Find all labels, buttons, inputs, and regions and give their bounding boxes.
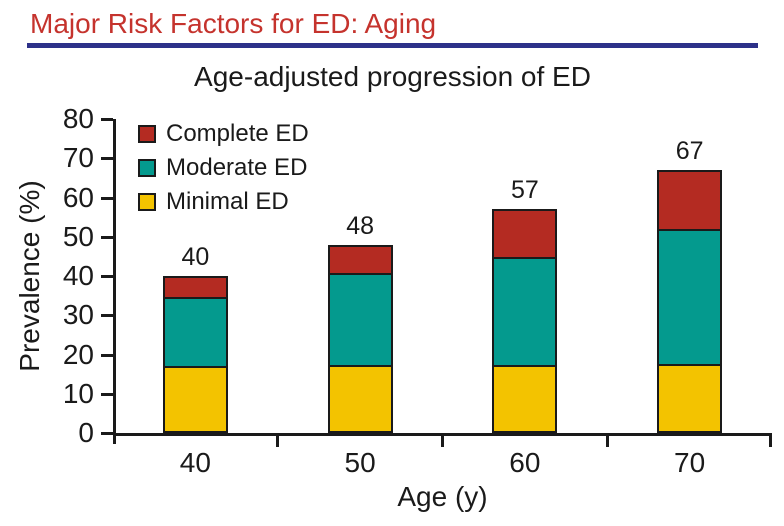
y-tick-70 <box>101 157 113 161</box>
bar-total-label-40: 40 <box>181 243 210 271</box>
legend-item-minimal-ed: Minimal ED <box>138 190 309 214</box>
x-boundary-tick-3 <box>605 436 609 447</box>
y-tick-10 <box>101 392 113 396</box>
x-tick-label-60: 60 <box>509 447 541 478</box>
y-tick-label-50: 50 <box>62 220 94 252</box>
bar-age-70 <box>657 170 723 433</box>
legend-swatch-complete-ed <box>138 125 156 143</box>
bar-segment-minimal-ed <box>329 365 391 431</box>
x-tick-label-40: 40 <box>179 447 211 478</box>
y-tick-50 <box>101 235 113 239</box>
bar-segment-moderate-ed <box>164 296 226 366</box>
bar-age-50 <box>327 244 393 433</box>
legend-label-complete-ed: Complete ED <box>166 120 309 147</box>
y-tick-label-10: 10 <box>62 377 94 409</box>
bar-total-label-50: 48 <box>346 211 375 240</box>
legend-label-minimal-ed: Minimal ED <box>166 188 289 215</box>
y-tick-label-60: 60 <box>62 181 94 213</box>
bar-segment-moderate-ed <box>494 256 556 365</box>
bar-total-label-60: 57 <box>510 176 539 205</box>
bar-segment-complete-ed <box>164 278 226 297</box>
bar-segment-minimal-ed <box>494 364 556 431</box>
bar-segment-moderate-ed <box>659 229 721 365</box>
y-tick-label-0: 0 <box>78 417 94 448</box>
bar-segment-minimal-ed <box>659 364 721 431</box>
legend-label-moderate-ed: Moderate ED <box>166 154 308 181</box>
bar-segment-complete-ed <box>494 211 556 257</box>
y-tick-60 <box>101 196 113 200</box>
x-axis-label: Age (y) <box>397 481 488 512</box>
y-tick-20 <box>101 353 113 357</box>
bar-total-label-70: 67 <box>675 137 704 166</box>
y-tick-label-40: 40 <box>62 260 94 291</box>
heading-rule <box>27 43 758 48</box>
x-tick-label-50: 50 <box>344 447 376 478</box>
y-tick-label-70: 70 <box>62 142 94 174</box>
y-tick-80 <box>101 118 113 121</box>
legend-swatch-moderate-ed <box>138 159 156 177</box>
y-tick-30 <box>101 314 113 318</box>
y-axis-line <box>113 119 116 444</box>
y-tick-label-20: 20 <box>62 338 94 370</box>
bar-age-40 <box>162 276 228 433</box>
slide-heading: Major Risk Factors for ED: Aging <box>30 8 437 39</box>
bar-age-60 <box>492 209 558 433</box>
legend-item-moderate-ed: Moderate ED <box>138 156 309 180</box>
chart-title: Age-adjusted progression of ED <box>194 61 591 92</box>
bar-segment-minimal-ed <box>164 365 226 431</box>
x-boundary-tick-2 <box>441 436 444 447</box>
bar-segment-complete-ed <box>329 246 391 273</box>
x-tick-label-70: 70 <box>674 447 706 478</box>
x-axis-line <box>113 433 772 436</box>
x-boundary-tick-1 <box>276 436 280 447</box>
y-tick-40 <box>101 275 113 278</box>
bar-segment-complete-ed <box>659 172 721 230</box>
x-boundary-tick-4 <box>769 436 772 447</box>
y-tick-label-30: 30 <box>62 299 94 331</box>
y-tick-label-80: 80 <box>62 103 94 134</box>
legend-swatch-minimal-ed <box>138 193 156 211</box>
bar-segment-moderate-ed <box>329 272 391 366</box>
legend: Complete ED Moderate ED Minimal ED <box>138 122 309 224</box>
y-tick-0 <box>101 432 113 435</box>
legend-item-complete-ed: Complete ED <box>138 122 309 146</box>
